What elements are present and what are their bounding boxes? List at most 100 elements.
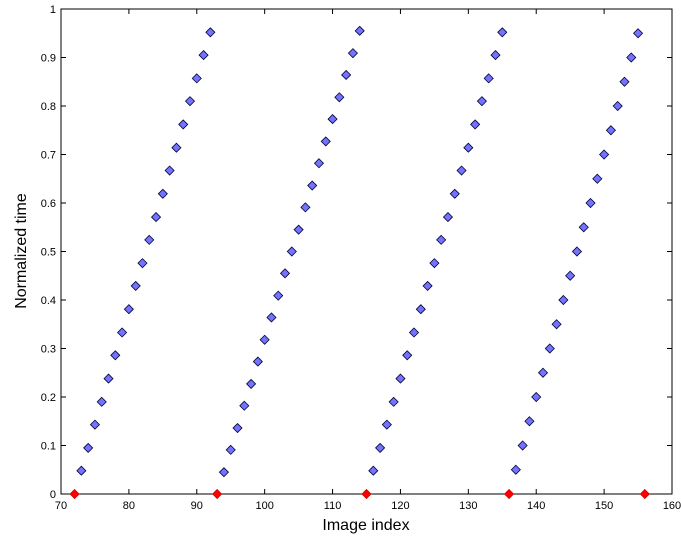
plot-area bbox=[60, 8, 673, 495]
data-point bbox=[585, 197, 596, 209]
data-point bbox=[456, 165, 467, 176]
data-point bbox=[232, 422, 243, 434]
data-point bbox=[137, 258, 148, 269]
x-tick-label: 80 bbox=[123, 500, 135, 512]
data-point bbox=[191, 73, 202, 84]
x-tick-label: 150 bbox=[595, 500, 613, 512]
data-point bbox=[347, 48, 358, 59]
data-point bbox=[266, 312, 277, 323]
data-point bbox=[483, 73, 494, 84]
data-point bbox=[639, 488, 650, 500]
data-point bbox=[184, 96, 196, 107]
data-point bbox=[612, 100, 623, 112]
data-point bbox=[558, 294, 569, 306]
data-point bbox=[205, 27, 216, 38]
y-tick-label: 0.4 bbox=[41, 295, 56, 307]
data-point bbox=[436, 234, 447, 245]
y-tick-label: 0 bbox=[50, 489, 56, 501]
x-axis-label: Image index bbox=[322, 517, 409, 534]
data-point bbox=[279, 268, 291, 279]
data-point bbox=[354, 25, 365, 36]
y-tick-label: 0.8 bbox=[41, 101, 56, 113]
data-point bbox=[571, 246, 583, 257]
data-point bbox=[293, 224, 304, 235]
data-point bbox=[341, 69, 352, 81]
data-point bbox=[96, 396, 107, 407]
data-point bbox=[381, 419, 392, 430]
data-point bbox=[171, 142, 182, 153]
data-point bbox=[524, 416, 535, 427]
x-tick-label: 110 bbox=[324, 500, 342, 512]
data-point bbox=[605, 125, 616, 136]
data-point bbox=[246, 378, 257, 389]
x-axis: 70 80 90 100 110 120 130 140 150 160 bbox=[55, 9, 681, 512]
data-point bbox=[334, 92, 345, 103]
y-tick-label: 0.7 bbox=[41, 150, 56, 162]
data-points bbox=[69, 25, 650, 500]
data-point bbox=[510, 464, 521, 475]
data-point bbox=[619, 76, 630, 87]
data-point bbox=[578, 222, 589, 233]
data-point bbox=[103, 373, 114, 384]
data-point bbox=[252, 356, 263, 367]
data-point bbox=[286, 246, 297, 257]
data-point bbox=[89, 419, 101, 430]
y-tick-label: 0.9 bbox=[41, 53, 56, 65]
data-point bbox=[83, 442, 94, 453]
y-tick-label: 0.1 bbox=[41, 441, 56, 453]
y-tick-label: 0.6 bbox=[41, 198, 56, 210]
data-point bbox=[117, 327, 128, 338]
data-point bbox=[375, 442, 386, 453]
x-tick-label: 70 bbox=[55, 500, 67, 512]
data-point bbox=[544, 343, 555, 354]
data-point bbox=[476, 96, 487, 107]
data-point bbox=[442, 211, 454, 223]
data-point bbox=[110, 350, 121, 361]
data-point bbox=[300, 202, 311, 213]
data-point bbox=[307, 180, 318, 191]
y-axis-label: Normalized time bbox=[13, 193, 30, 309]
data-point bbox=[632, 28, 644, 39]
data-point bbox=[626, 52, 637, 63]
y-tick-label: 0.2 bbox=[41, 392, 56, 404]
data-point bbox=[408, 327, 420, 338]
data-point bbox=[517, 440, 528, 451]
data-point bbox=[592, 173, 603, 184]
data-point bbox=[273, 290, 284, 301]
data-point bbox=[449, 188, 460, 199]
data-point bbox=[497, 27, 508, 38]
data-point bbox=[239, 400, 250, 411]
data-point bbox=[402, 350, 413, 361]
data-point bbox=[361, 488, 372, 500]
data-point bbox=[164, 165, 175, 176]
y-axis: 0 0.1 0.2 0.3 0.4 0.5 0.6 0.7 0.8 0.9 1 bbox=[41, 4, 672, 501]
x-tick-label: 90 bbox=[191, 500, 203, 512]
data-point bbox=[327, 114, 338, 125]
y-tick-label: 0.5 bbox=[41, 247, 56, 259]
data-point bbox=[429, 258, 440, 269]
x-tick-label: 140 bbox=[527, 500, 545, 512]
data-point bbox=[504, 488, 515, 500]
y-tick-label: 1 bbox=[50, 4, 56, 16]
data-point bbox=[490, 50, 501, 61]
data-point bbox=[395, 373, 406, 384]
x-tick-label: 100 bbox=[255, 500, 273, 512]
y-tick-label: 0.3 bbox=[41, 344, 56, 356]
data-point bbox=[198, 50, 209, 61]
data-point bbox=[320, 136, 331, 147]
data-point bbox=[69, 488, 80, 500]
data-point bbox=[218, 467, 229, 478]
data-point bbox=[130, 280, 141, 292]
data-point bbox=[470, 119, 481, 130]
data-point bbox=[551, 319, 562, 330]
data-point bbox=[225, 444, 236, 455]
x-tick-label: 160 bbox=[663, 500, 681, 512]
data-point bbox=[76, 465, 87, 476]
data-point bbox=[537, 367, 549, 378]
data-point bbox=[178, 119, 189, 130]
data-point bbox=[463, 142, 474, 153]
x-tick-label: 130 bbox=[459, 500, 477, 512]
data-point bbox=[150, 211, 162, 223]
data-point bbox=[368, 465, 379, 476]
